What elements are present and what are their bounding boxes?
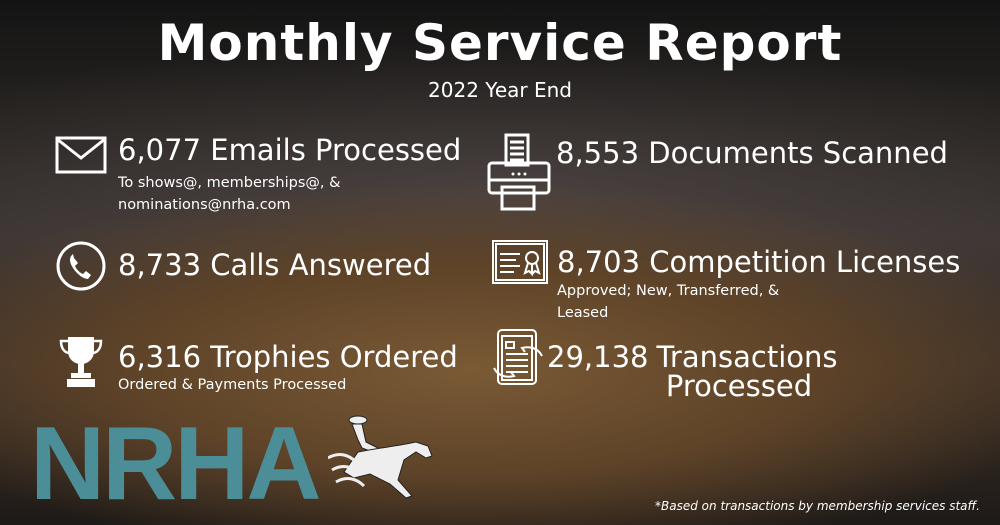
printer-icon <box>487 133 551 211</box>
trophies-stat: 6,316 Trophies Ordered <box>118 340 458 374</box>
transactions-number: 29,138 <box>547 340 649 374</box>
calls-stat: 8,733 Calls Answered <box>118 248 432 282</box>
emails-detail-line1: To shows@, memberships@, & <box>118 175 341 191</box>
nrha-logo: NRHA <box>30 406 321 522</box>
envelope-icon <box>55 136 107 174</box>
licenses-detail-line2: Leased <box>557 305 609 321</box>
emails-stat: 6,077 Emails Processed <box>118 133 462 167</box>
trophies-detail: Ordered & Payments Processed <box>118 377 347 393</box>
footnote: *Based on transactions by membership ser… <box>655 499 980 513</box>
certificate-icon <box>492 240 548 284</box>
transactions-label-line2: Processed <box>665 369 813 403</box>
licenses-detail-line1: Approved; New, Transferred, & <box>557 283 780 299</box>
transactions-label-line1: Transactions <box>656 340 838 374</box>
horse-rider-logo-icon <box>328 415 433 499</box>
transactions-icon <box>493 329 543 385</box>
page-title: Monthly Service Report <box>157 14 843 72</box>
page-subtitle: 2022 Year End <box>428 78 572 102</box>
documents-stat: 8,553 Documents Scanned <box>556 136 948 170</box>
emails-detail-line2: nominations@nrha.com <box>118 197 291 213</box>
phone-icon <box>56 241 106 291</box>
licenses-stat: 8,703 Competition Licenses <box>557 245 961 279</box>
trophy-icon <box>59 337 103 387</box>
